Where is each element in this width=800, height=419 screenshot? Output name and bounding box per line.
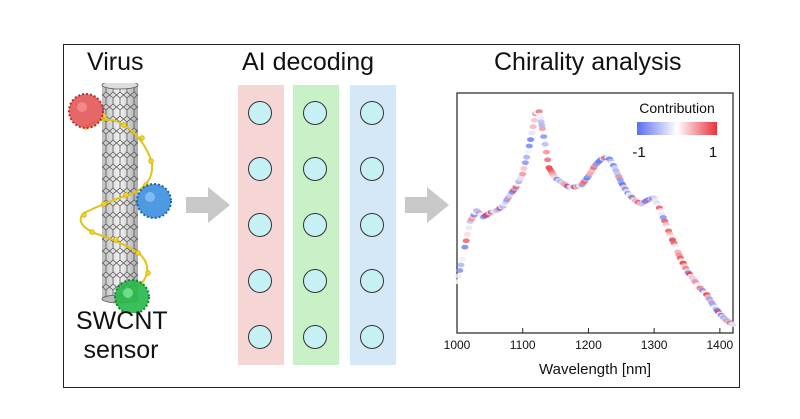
scatter-point bbox=[458, 256, 466, 262]
scatter-point bbox=[535, 109, 543, 114]
scatter-point bbox=[525, 143, 533, 149]
x-tick-label: 1100 bbox=[510, 338, 536, 352]
scatter-point bbox=[529, 124, 537, 130]
scatter-point bbox=[537, 119, 545, 125]
scatter-point bbox=[542, 149, 550, 155]
network-node bbox=[360, 325, 384, 349]
network-node bbox=[303, 213, 327, 237]
scatter-point bbox=[462, 238, 470, 244]
network-node bbox=[303, 157, 327, 181]
ai-decoding-title: AI decoding bbox=[242, 48, 375, 76]
colorbar-title: Contribution bbox=[639, 100, 715, 116]
network-node bbox=[303, 325, 327, 349]
network-layer-2 bbox=[293, 85, 339, 365]
scatter-point bbox=[463, 231, 472, 237]
x-tick-label: 1200 bbox=[575, 338, 602, 352]
network-node bbox=[303, 101, 327, 125]
network-node bbox=[248, 269, 272, 293]
virus-green bbox=[114, 279, 150, 313]
network-node bbox=[360, 101, 384, 125]
network-node bbox=[248, 325, 272, 349]
scatter-point bbox=[460, 251, 468, 257]
figure-frame: Virus AI decoding Chirality analysis bbox=[63, 44, 740, 388]
scatter-point bbox=[541, 141, 549, 147]
scatter-point bbox=[729, 322, 737, 328]
virus-red bbox=[68, 93, 104, 129]
scatter-point bbox=[457, 262, 465, 268]
swcnt-label-line1: SWCNT bbox=[76, 307, 168, 335]
swcnt-sensor-label: SWCNT sensor bbox=[76, 307, 168, 365]
network-node bbox=[360, 157, 384, 181]
scatter-point bbox=[521, 160, 529, 166]
network-node bbox=[360, 269, 384, 293]
chirality-chart: 1000 1100 1200 1300 1400 Wavelength [nm] Con… bbox=[444, 92, 737, 378]
arrow-right-icon bbox=[405, 187, 449, 223]
scatter-point bbox=[453, 279, 461, 284]
network-node bbox=[360, 213, 384, 237]
x-axis-ticks: 1000 1100 1200 1300 1400 bbox=[444, 328, 734, 352]
colorbar-min-label: -1 bbox=[632, 144, 645, 161]
scatter-point bbox=[530, 117, 539, 123]
x-axis-label: Wavelength [nm] bbox=[539, 361, 651, 378]
scatter-point bbox=[454, 273, 462, 279]
scatter-point bbox=[519, 171, 527, 177]
x-tick-label: 1400 bbox=[707, 338, 734, 352]
swcnt-label-line2: sensor bbox=[83, 336, 159, 364]
swcnt-sensor-illustration bbox=[68, 83, 172, 313]
arrow-right-icon bbox=[186, 187, 230, 223]
x-tick-label: 1300 bbox=[641, 338, 668, 352]
scatter-point bbox=[523, 154, 531, 160]
network-layer-3 bbox=[350, 85, 396, 365]
scatter-point bbox=[540, 134, 548, 139]
scatter-point bbox=[527, 137, 535, 142]
x-tick-label: 1000 bbox=[444, 338, 471, 352]
scatter-point bbox=[520, 166, 528, 171]
colorbar-max-label: 1 bbox=[709, 144, 717, 161]
chirality-analysis-title: Chirality analysis bbox=[494, 48, 682, 76]
scatter-points bbox=[453, 109, 737, 328]
colorbar-gradient bbox=[637, 122, 717, 135]
scatter-point bbox=[465, 225, 473, 231]
virus-blue bbox=[136, 183, 172, 219]
network-node bbox=[248, 213, 272, 237]
scatter-point bbox=[524, 149, 532, 154]
network-node bbox=[248, 101, 272, 125]
scatter-point bbox=[538, 126, 546, 132]
scatter-point bbox=[544, 157, 552, 163]
network-layer-1 bbox=[238, 85, 284, 365]
scatter-point bbox=[461, 244, 469, 250]
network-node bbox=[248, 157, 272, 181]
scatter-point bbox=[456, 268, 464, 273]
colorbar-legend: Contribution -1 1 bbox=[632, 100, 717, 161]
virus-title: Virus bbox=[87, 48, 144, 76]
network-node bbox=[303, 269, 327, 293]
scatter-point bbox=[528, 130, 536, 136]
